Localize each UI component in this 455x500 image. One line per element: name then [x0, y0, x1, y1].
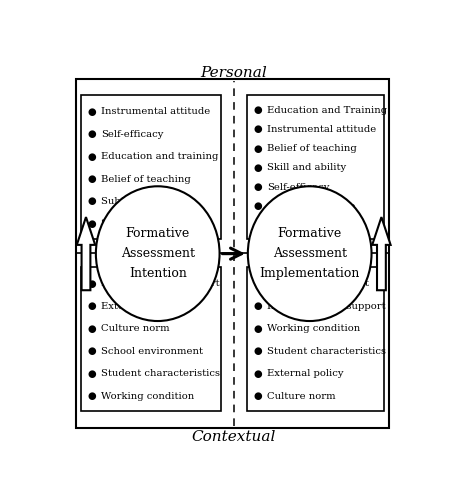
Text: Formative
Assessment
Intention: Formative Assessment Intention [121, 227, 194, 280]
Text: School environment: School environment [266, 279, 368, 288]
Text: Affective attitude: Affective attitude [266, 202, 354, 211]
Text: ●: ● [87, 219, 96, 229]
Text: ●: ● [87, 106, 96, 117]
Text: ●: ● [87, 391, 96, 401]
Text: Working condition: Working condition [101, 392, 194, 400]
Text: Instrumental attitude: Instrumental attitude [266, 125, 375, 134]
Text: ●: ● [253, 368, 262, 378]
Text: ●: ● [87, 174, 96, 184]
Text: Formative
Assessment
Implementation: Formative Assessment Implementation [259, 227, 359, 280]
Text: Subjective norm: Subjective norm [101, 197, 184, 206]
FancyBboxPatch shape [76, 79, 389, 428]
Text: ●: ● [253, 202, 262, 211]
Text: ●: ● [253, 144, 262, 154]
Polygon shape [371, 217, 390, 290]
Text: ●: ● [253, 220, 262, 230]
Text: Internal school support: Internal school support [266, 302, 384, 310]
Text: ●: ● [87, 129, 96, 139]
Text: Subjective norm: Subjective norm [266, 221, 349, 230]
Ellipse shape [96, 186, 219, 321]
Text: ●: ● [87, 368, 96, 378]
FancyBboxPatch shape [247, 94, 384, 239]
Text: ●: ● [253, 182, 262, 192]
Text: ●: ● [253, 105, 262, 115]
Text: Culture norm: Culture norm [266, 392, 335, 400]
Text: Self-efficacy: Self-efficacy [266, 182, 329, 192]
Text: Education and Training: Education and Training [266, 106, 386, 114]
Text: Student characteristics: Student characteristics [266, 346, 385, 356]
Text: ●: ● [253, 278, 262, 288]
Text: ●: ● [87, 196, 96, 206]
Text: ●: ● [87, 324, 96, 334]
Text: External policy: External policy [266, 369, 343, 378]
Ellipse shape [248, 186, 371, 321]
Text: Contextual: Contextual [191, 430, 275, 444]
Text: Personal: Personal [200, 66, 267, 80]
Text: Self-efficacy: Self-efficacy [101, 130, 163, 138]
Text: ●: ● [87, 152, 96, 162]
FancyBboxPatch shape [247, 266, 384, 411]
Text: Skill and ability: Skill and ability [101, 220, 180, 228]
Text: Working condition: Working condition [266, 324, 359, 333]
Text: Belief of teaching: Belief of teaching [101, 174, 190, 184]
FancyBboxPatch shape [81, 266, 220, 411]
Text: ●: ● [253, 124, 262, 134]
Text: ●: ● [253, 324, 262, 334]
Text: Student characteristics: Student characteristics [101, 369, 219, 378]
Text: Education and training: Education and training [101, 152, 218, 161]
Text: ●: ● [87, 346, 96, 356]
Text: ●: ● [253, 163, 262, 173]
Text: External policy: External policy [101, 302, 177, 310]
Text: ●: ● [87, 278, 96, 288]
Text: Skill and ability: Skill and ability [266, 164, 345, 172]
Text: School environment: School environment [101, 346, 202, 356]
Text: ●: ● [253, 346, 262, 356]
FancyBboxPatch shape [81, 94, 220, 239]
Text: Culture norm: Culture norm [101, 324, 169, 333]
Text: ●: ● [87, 301, 96, 311]
Text: Internal school support: Internal school support [101, 279, 219, 288]
Polygon shape [76, 217, 95, 290]
Text: Belief of teaching: Belief of teaching [266, 144, 356, 153]
Text: Instrumental attitude: Instrumental attitude [101, 107, 210, 116]
Text: ●: ● [253, 391, 262, 401]
Text: ●: ● [253, 301, 262, 311]
